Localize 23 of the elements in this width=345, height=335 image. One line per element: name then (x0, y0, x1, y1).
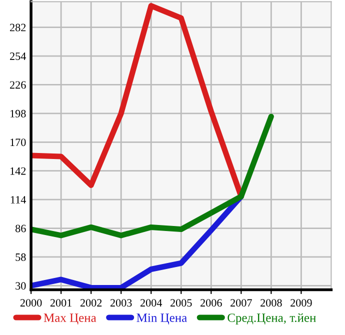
y-tick-label: 170 (10, 138, 26, 146)
x-tick-label: 2003 (110, 299, 132, 307)
x-tick-label: 2006 (200, 299, 222, 307)
y-tick-label: 58 (16, 253, 26, 261)
legend-label: Min Цена (136, 314, 187, 325)
y-tick-label: 142 (10, 167, 26, 175)
y-tick-label: 114 (10, 196, 26, 204)
x-tick-label: 2001 (50, 299, 72, 307)
y-tick-label: 282 (10, 24, 26, 32)
x-tick-label: 2009 (290, 299, 312, 307)
y-tick-label: 226 (10, 81, 26, 89)
x-tick-label: 2005 (170, 299, 192, 307)
x-tick-label: 2008 (260, 299, 282, 307)
y-tick-label: 254 (10, 52, 26, 60)
legend-label: Max Цена (44, 314, 96, 325)
x-tick-label: 2000 (20, 299, 42, 307)
x-tick-label: 2004 (140, 299, 162, 307)
y-tick-label: 198 (10, 110, 26, 118)
x-tick-label: 2007 (230, 299, 252, 307)
y-tick-label: 30 (16, 282, 26, 290)
legend-label: Сред.Цена, т.йен (228, 313, 316, 325)
y-tick-label: 86 (16, 224, 26, 232)
x-tick-label: 2002 (80, 299, 102, 307)
